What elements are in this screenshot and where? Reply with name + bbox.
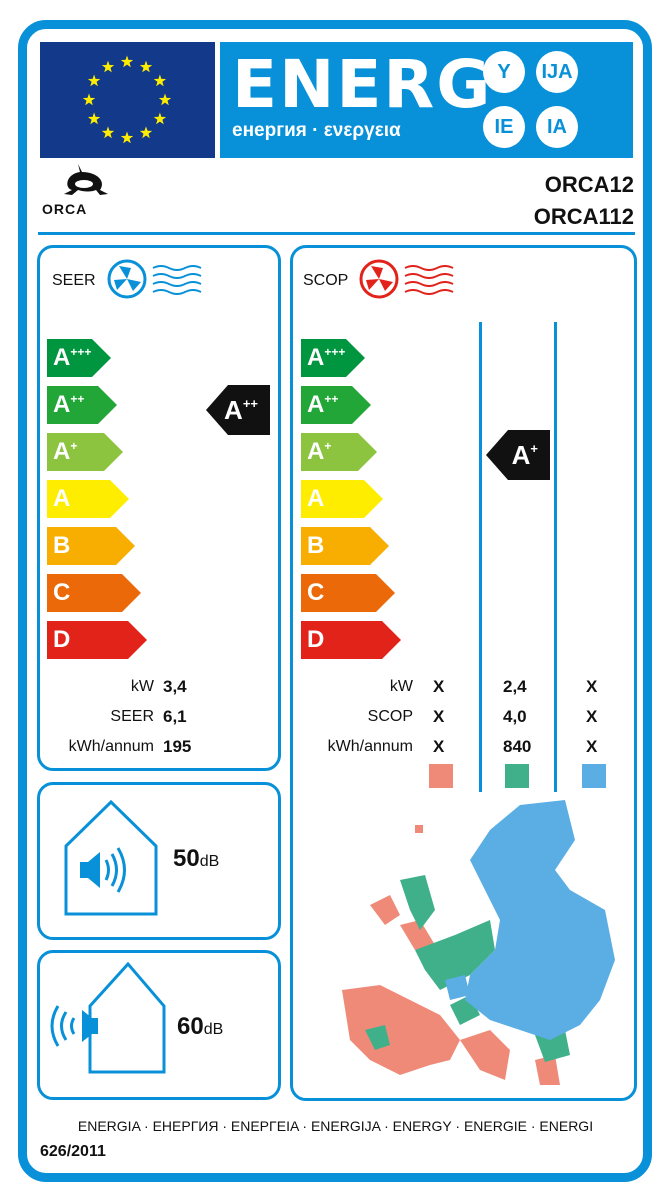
scop-row-label: SCOP — [367, 708, 413, 725]
rating-class: A — [511, 439, 531, 470]
seer-row-value: 3,4 — [163, 677, 187, 696]
efficiency-class-bar: D — [47, 621, 147, 659]
scop-row-value: 2,4 — [503, 677, 527, 696]
eu-stars-icon — [82, 55, 172, 144]
seer-row-value: 6,1 — [163, 707, 187, 726]
class-letter: A — [53, 485, 71, 512]
indoor-noise-value: 50dB — [173, 845, 219, 873]
scop-row-value: X — [586, 677, 598, 696]
class-sup: ++ — [70, 392, 85, 406]
scop-row-value: 840 — [503, 737, 532, 756]
suffix-circle: IA — [536, 106, 578, 148]
regulation-number: 626/2011 — [40, 1143, 106, 1160]
class-sup: + — [70, 439, 78, 453]
efficiency-class-bar: C — [301, 574, 395, 612]
class-letter: A — [307, 391, 325, 418]
zone-color-colder — [582, 764, 606, 788]
class-letter: A — [307, 438, 325, 465]
outdoor-noise-panel — [37, 950, 281, 1100]
efficiency-class-bar: A + — [301, 433, 377, 471]
orca-whale-icon — [64, 164, 108, 195]
efficiency-class-bar: C — [47, 574, 141, 612]
class-sup: + — [324, 439, 332, 453]
suffix-circle: Y — [483, 51, 525, 93]
class-letter: B — [53, 532, 71, 559]
efficiency-class-bar: B — [47, 527, 135, 565]
column-divider — [554, 322, 557, 792]
efficiency-class-bar: A + — [47, 433, 123, 471]
scop-row-value: X — [586, 707, 598, 726]
noise-number: 60 — [177, 1013, 204, 1040]
model-name: ORCA112 — [533, 204, 634, 229]
seer-row-value: 195 — [163, 737, 192, 756]
orca-logo: ORCA — [42, 162, 122, 217]
seer-row-label: SEER — [110, 708, 154, 725]
heating-fan-icon — [359, 259, 454, 299]
header-title: ENERG — [232, 46, 493, 123]
noise-unit: dB — [199, 853, 220, 870]
class-letter: D — [307, 626, 325, 653]
rating-sup: ++ — [242, 395, 258, 411]
eu-flag — [40, 42, 215, 158]
class-sup: ++ — [324, 392, 339, 406]
rating-class: A — [224, 394, 243, 425]
column-divider — [479, 322, 482, 792]
seer-row-label: kW — [130, 678, 154, 695]
outdoor-speaker-icon — [50, 961, 166, 1074]
scop-row-value: 4,0 — [503, 707, 527, 726]
class-letter: A — [307, 344, 325, 371]
efficiency-class-bar: A — [47, 480, 129, 518]
scop-label: SCOP — [303, 272, 349, 289]
scop-panel — [290, 245, 637, 1101]
rating-sup: + — [530, 440, 538, 456]
class-letter: B — [307, 532, 325, 559]
scop-row-value: X — [433, 737, 445, 756]
scop-row-value: X — [433, 677, 445, 696]
class-letter: C — [53, 579, 71, 606]
divider — [38, 232, 635, 235]
class-letter: D — [53, 626, 71, 653]
suffix-circle: IE — [483, 106, 525, 148]
model-name: ORCA12 — [544, 172, 634, 197]
zone-color-warmer — [429, 764, 453, 788]
logo-text: ORCA — [42, 201, 88, 217]
class-letter: C — [307, 579, 325, 606]
scop-row-value: X — [586, 737, 598, 756]
header-subtitle: енергия · ενεργεια — [232, 120, 401, 141]
efficiency-class-bar: A — [301, 480, 383, 518]
energy-header: ENERG енергия · ενεργεια Y IJA IE IA — [220, 42, 633, 158]
footer-languages: ENERGIA · ЕНЕРГИЯ · ΕΝΕΡΓΕΙΑ · ENERGIJA … — [77, 1118, 594, 1134]
class-letter: A — [53, 344, 71, 371]
outdoor-noise-value: 60dB — [177, 1013, 223, 1041]
class-letter: A — [53, 391, 71, 418]
seer-label: SEER — [52, 272, 96, 289]
seer-row-label: kWh/annum — [68, 738, 154, 755]
seer-panel — [37, 245, 281, 771]
indoor-noise-panel — [37, 782, 281, 940]
label-frame — [18, 20, 652, 1182]
noise-unit: dB — [203, 1021, 224, 1038]
class-letter: A — [53, 438, 71, 465]
scop-row-value: X — [433, 707, 445, 726]
efficiency-class-bar: B — [301, 527, 389, 565]
cooling-fan-icon — [107, 259, 202, 299]
scop-row-label: kWh/annum — [327, 738, 413, 755]
zone-color-average — [505, 764, 529, 788]
class-sup: +++ — [70, 345, 92, 359]
europe-climate-map — [342, 800, 615, 1085]
efficiency-class-bar: D — [301, 621, 401, 659]
class-letter: A — [307, 485, 325, 512]
class-sup: +++ — [324, 345, 346, 359]
indoor-speaker-icon — [64, 799, 158, 916]
suffix-circle: IJA — [536, 51, 578, 93]
noise-number: 50 — [173, 845, 200, 872]
scop-row-label: kW — [389, 678, 413, 695]
